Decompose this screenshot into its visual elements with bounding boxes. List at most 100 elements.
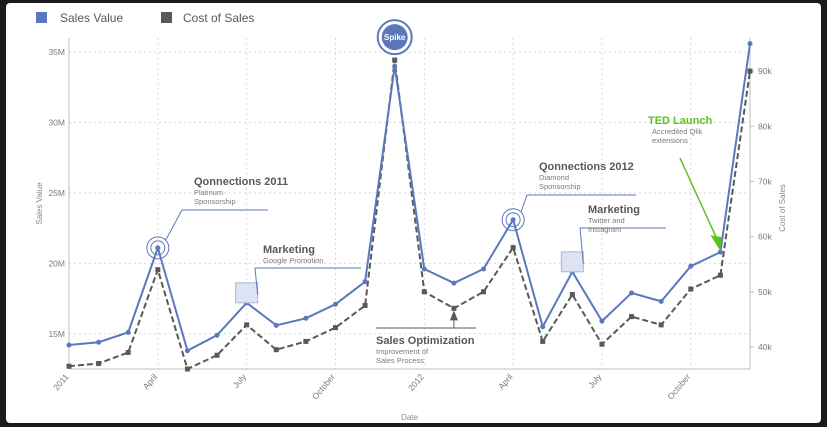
data-point-cost-of-sales[interactable] (362, 303, 368, 309)
data-point-cost-of-sales[interactable] (392, 57, 398, 63)
data-point-sales-value[interactable] (392, 63, 398, 69)
y-tick-label: 15M (48, 329, 65, 339)
annotation-ring (505, 212, 521, 228)
data-point-cost-of-sales[interactable] (244, 322, 250, 328)
y2-tick-label: 50k (758, 287, 772, 297)
arrow-up-icon (449, 310, 458, 321)
data-point-cost-of-sales[interactable] (717, 272, 723, 278)
annotation-subtitle: Sales Process (376, 356, 424, 365)
data-point-sales-value[interactable] (273, 322, 279, 328)
data-point-cost-of-sales[interactable] (184, 366, 190, 372)
data-point-sales-value[interactable] (66, 342, 72, 348)
data-point-cost-of-sales[interactable] (540, 338, 546, 344)
annotation-subtitle: Sponsorship (539, 182, 581, 191)
data-point-cost-of-sales[interactable] (125, 349, 131, 355)
x-tick-label: October (310, 372, 337, 402)
data-point-sales-value[interactable] (96, 339, 102, 345)
legend-swatch-cost-of-sales[interactable] (161, 12, 172, 23)
data-point-sales-value[interactable] (332, 301, 338, 307)
annotation-title: TED Launch (648, 115, 712, 127)
series-line-cost-of-sales[interactable] (68, 59, 751, 371)
data-point-sales-value[interactable] (717, 249, 723, 255)
data-point-sales-value[interactable] (362, 279, 368, 285)
spike-badge (381, 24, 408, 51)
data-point-cost-of-sales[interactable] (332, 325, 338, 331)
data-point-sales-value[interactable] (599, 318, 605, 324)
annotation-subtitle: Twitter and (588, 216, 625, 225)
annotation-title: Marketing (588, 204, 640, 216)
annotation-leader (165, 209, 183, 241)
annotation-subtitle: Sponsorship (194, 197, 236, 206)
data-point-sales-value[interactable] (629, 290, 635, 296)
data-point-sales-value[interactable] (510, 217, 516, 223)
data-point-cost-of-sales[interactable] (303, 338, 309, 344)
annotation-ring (501, 208, 525, 232)
x-tick-label: October (665, 372, 692, 402)
data-point-cost-of-sales[interactable] (481, 289, 487, 295)
y-tick-label: 25M (48, 188, 65, 198)
data-point-cost-of-sales[interactable] (155, 267, 161, 273)
data-point-sales-value[interactable] (214, 332, 220, 338)
data-point-sales-value[interactable] (303, 315, 309, 321)
y2-tick-label: 70k (758, 176, 772, 186)
annotation-box (235, 282, 259, 304)
data-point-cost-of-sales[interactable] (510, 245, 516, 251)
chart-panel: Sales Value Cost of Sales 15M 20M 25M 30M 35M 4… (6, 3, 821, 423)
annotation-subtitle: extensions (652, 136, 688, 145)
y2-axis-title: Cost of Sales (778, 184, 787, 232)
annotation-leader (254, 267, 259, 295)
annotation-subtitle: Diamond (539, 173, 569, 182)
x-tick-label: 2012 (406, 372, 426, 393)
data-point-sales-value[interactable] (421, 266, 427, 272)
data-point-cost-of-sales[interactable] (96, 360, 102, 366)
annotation-box (560, 251, 584, 273)
data-point-sales-value[interactable] (481, 266, 487, 272)
annotation-subtitle: Accredited Qlik (652, 127, 703, 136)
y-tick-label: 20M (48, 258, 65, 268)
data-point-sales-value[interactable] (184, 348, 190, 354)
data-point-cost-of-sales[interactable] (747, 68, 753, 74)
data-point-cost-of-sales[interactable] (66, 363, 72, 369)
y2-tick-label: 40k (758, 342, 772, 352)
y-axis-title: Sales Value (35, 182, 44, 225)
annotation-subtitle: Improvement of (376, 347, 429, 356)
data-point-cost-of-sales[interactable] (273, 347, 279, 353)
y2-tick-label: 80k (758, 121, 772, 131)
x-tick-label: July (231, 371, 249, 390)
data-point-cost-of-sales[interactable] (658, 322, 664, 328)
annotation-title: Marketing (263, 244, 315, 256)
x-tick-label: 2011 (51, 372, 71, 393)
annotation-subtitle: Google Promotion (263, 256, 323, 265)
data-point-cost-of-sales[interactable] (421, 289, 427, 295)
y2-tick-label: 90k (758, 66, 772, 76)
series-line-sales-value[interactable] (68, 43, 751, 353)
legend-label-cost-of-sales: Cost of Sales (183, 11, 254, 25)
data-point-sales-value[interactable] (688, 263, 694, 269)
legend-swatch-sales-value[interactable] (36, 12, 47, 23)
annotation-leader (679, 157, 720, 243)
annotation-title: Sales Optimization (376, 335, 475, 347)
data-point-cost-of-sales[interactable] (629, 314, 635, 320)
data-point-sales-value[interactable] (451, 280, 457, 286)
data-point-cost-of-sales[interactable] (688, 286, 694, 292)
data-point-cost-of-sales[interactable] (214, 352, 220, 358)
annotation-subtitle: Platinum (194, 188, 223, 197)
data-point-sales-value[interactable] (658, 298, 664, 304)
data-point-cost-of-sales[interactable] (599, 341, 605, 347)
annotation-title: Spike (384, 33, 406, 42)
y2-tick-label: 60k (758, 232, 772, 242)
green-arrow-icon (710, 235, 722, 252)
data-point-cost-of-sales[interactable] (451, 305, 457, 311)
data-point-cost-of-sales[interactable] (569, 292, 575, 298)
data-point-sales-value[interactable] (155, 245, 161, 251)
data-point-sales-value[interactable] (125, 329, 131, 335)
data-point-sales-value[interactable] (747, 41, 753, 47)
y-tick-label: 30M (48, 118, 65, 128)
annotation-ring (146, 236, 170, 260)
data-point-sales-value[interactable] (540, 324, 546, 330)
annotation-subtitle: Instagram (588, 225, 621, 234)
y-tick-label: 35M (48, 47, 65, 57)
annotation-ring (150, 240, 166, 256)
annotation-leader (579, 227, 584, 264)
annotation-title: Qonnections 2012 (539, 161, 634, 173)
